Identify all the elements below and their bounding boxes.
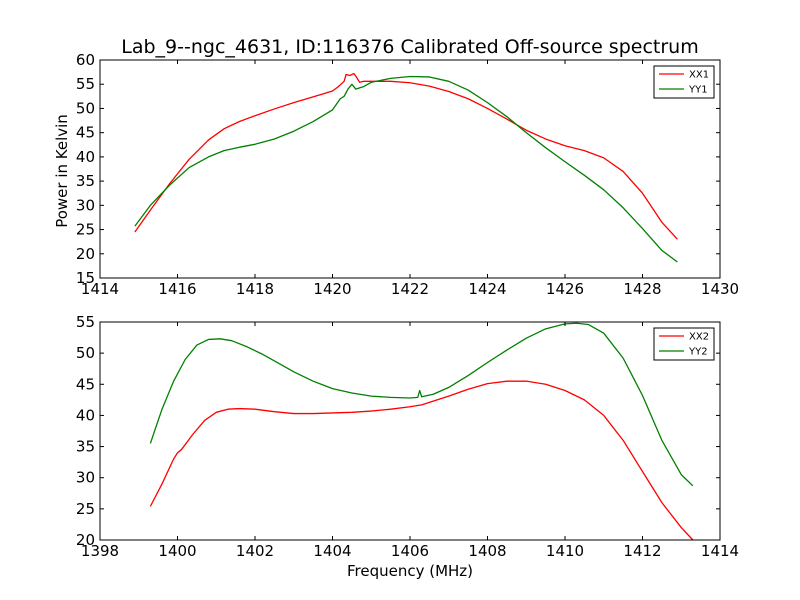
y-tick-label: 50	[76, 99, 95, 117]
y-tick-label: 40	[76, 148, 95, 166]
upper-plot-frame	[99, 59, 721, 279]
x-tick-label: 1414	[701, 542, 739, 560]
lower-axis-ticks: 1398 1400 1402 1404 1406 1408 1410 1412 1414 20 25…	[76, 313, 739, 560]
x-tick-label: 1408	[468, 542, 506, 560]
x-tick-label: 1406	[391, 542, 429, 560]
x-axis-label: Frequency (MHz)	[347, 562, 473, 580]
legend-label-yy2: YY2	[688, 347, 708, 358]
x-tick-label: 1400	[158, 542, 196, 560]
lower-series-lines	[149, 322, 694, 541]
y-tick-label: 35	[76, 438, 95, 456]
series-line-yy1	[134, 75, 678, 263]
x-tick-label: 1420	[313, 280, 351, 298]
y-tick-label: 30	[76, 469, 95, 487]
y-tick-label: 45	[76, 375, 95, 393]
x-tick-label: 1416	[158, 280, 196, 298]
legend-label-yy1: YY1	[688, 85, 708, 96]
legend-label-xx1: XX1	[689, 70, 709, 81]
y-tick-label: 20	[76, 245, 95, 263]
x-tick-label: 1404	[313, 542, 351, 560]
x-tick-label: 1426	[546, 280, 584, 298]
x-tick-label: 1428	[623, 280, 661, 298]
y-tick-label: 40	[76, 406, 95, 424]
x-tick-label: 1398	[81, 542, 119, 560]
upper-axis-ticks: 1414 1416 1418 1420 1422 1424 1426 1428 1430 15 20…	[76, 51, 739, 298]
x-tick-label: 1414	[81, 280, 119, 298]
y-tick-label: 35	[76, 172, 95, 190]
y-axis-label: Power in Kelvin	[53, 114, 71, 228]
x-tick-label: 1410	[546, 542, 584, 560]
upper-chart-panel: Lab_9--ngc_4631, ID:116376 Calibrated Of…	[53, 36, 739, 298]
legend-box	[653, 65, 715, 99]
series-line-yy2	[149, 322, 694, 487]
x-tick-label: 1418	[236, 280, 274, 298]
x-tick-label: 1402	[236, 542, 274, 560]
x-tick-label: 1424	[468, 280, 506, 298]
x-tick-label: 1422	[391, 280, 429, 298]
y-tick-label: 55	[76, 313, 95, 331]
y-tick-label: 45	[76, 124, 95, 142]
y-tick-label: 50	[76, 344, 95, 362]
y-tick-label: 30	[76, 196, 95, 214]
y-tick-label: 20	[76, 531, 95, 549]
x-tick-label: 1430	[701, 280, 739, 298]
y-tick-label: 60	[76, 51, 95, 69]
legend-label-xx2: XX2	[689, 332, 709, 343]
series-line-xx1	[134, 72, 678, 240]
y-tick-label: 55	[76, 75, 95, 93]
chart-title: Lab_9--ngc_4631, ID:116376 Calibrated Of…	[121, 36, 698, 58]
y-tick-label: 25	[76, 500, 95, 518]
series-line-xx2	[149, 380, 694, 541]
upper-series-lines	[134, 72, 678, 263]
legend-box	[653, 327, 715, 361]
x-tick-label: 1412	[623, 542, 661, 560]
y-tick-label: 15	[76, 269, 95, 287]
lower-chart-panel: Frequency (MHz) 1398 1400 1402 1404 1406 1408…	[76, 313, 739, 580]
y-tick-label: 25	[76, 221, 95, 239]
lower-plot-frame	[99, 321, 721, 541]
